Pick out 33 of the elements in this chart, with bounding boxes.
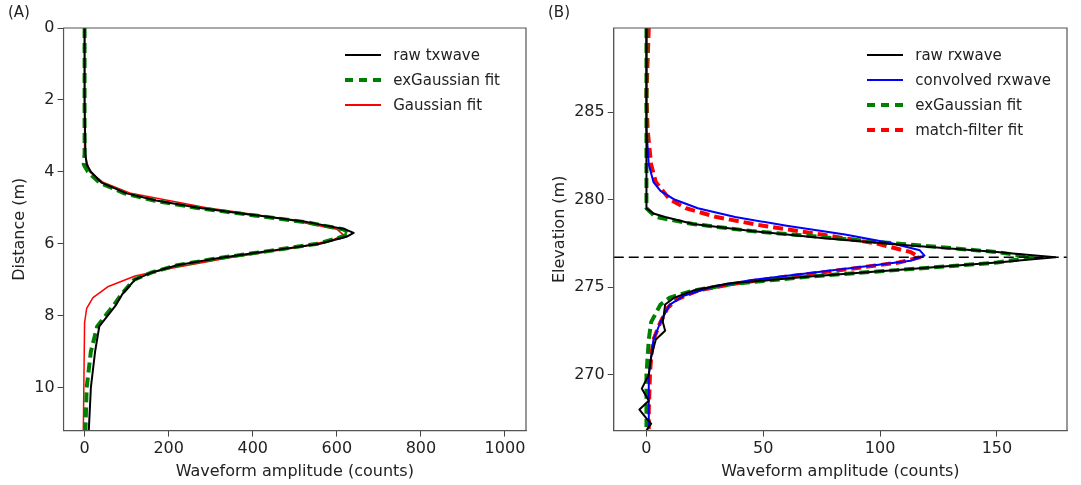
legend-label: raw txwave bbox=[393, 45, 480, 64]
x-tick-label: 200 bbox=[153, 438, 184, 458]
x-tick-label: 400 bbox=[237, 438, 269, 458]
y-tick-label: 6 bbox=[44, 232, 55, 252]
x-axis-title: Waveform amplitude (counts) bbox=[721, 460, 960, 480]
y-tick-label: 280 bbox=[574, 188, 605, 208]
x-tick-label: 800 bbox=[405, 438, 437, 458]
x-tick-label: 0 bbox=[79, 438, 90, 458]
chart-title: (A) bbox=[8, 2, 30, 21]
x-axis-title: Waveform amplitude (counts) bbox=[175, 460, 414, 480]
x-tick-label: 50 bbox=[753, 438, 774, 458]
legend-label: exGaussian fit bbox=[393, 70, 500, 89]
chart-title: (B) bbox=[548, 2, 570, 21]
y-tick-label: 275 bbox=[574, 276, 605, 296]
x-tick-label: 1000 bbox=[484, 438, 526, 458]
legend-label: Gaussian fit bbox=[393, 95, 483, 114]
y-tick-label: 4 bbox=[44, 160, 55, 180]
y-tick-label: 2 bbox=[44, 89, 55, 109]
x-tick-label: 0 bbox=[641, 438, 652, 458]
legend-label: convolved rxwave bbox=[915, 70, 1051, 89]
y-tick-label: 0 bbox=[44, 17, 55, 37]
x-tick-label: 600 bbox=[321, 438, 353, 458]
legend-label: match-filter fit bbox=[915, 120, 1024, 139]
legend-label: exGaussian fit bbox=[915, 95, 1022, 114]
legend-label: raw rxwave bbox=[915, 45, 1002, 64]
y-axis-title: Elevation (m) bbox=[548, 175, 568, 284]
y-tick-label: 285 bbox=[574, 101, 605, 121]
x-tick-label: 100 bbox=[864, 438, 896, 458]
x-tick-label: 150 bbox=[981, 438, 1013, 458]
y-axis-title: Distance (m) bbox=[8, 177, 28, 281]
y-tick-label: 8 bbox=[44, 304, 55, 324]
y-tick-label: 270 bbox=[574, 363, 605, 383]
y-tick-label: 10 bbox=[34, 376, 55, 396]
